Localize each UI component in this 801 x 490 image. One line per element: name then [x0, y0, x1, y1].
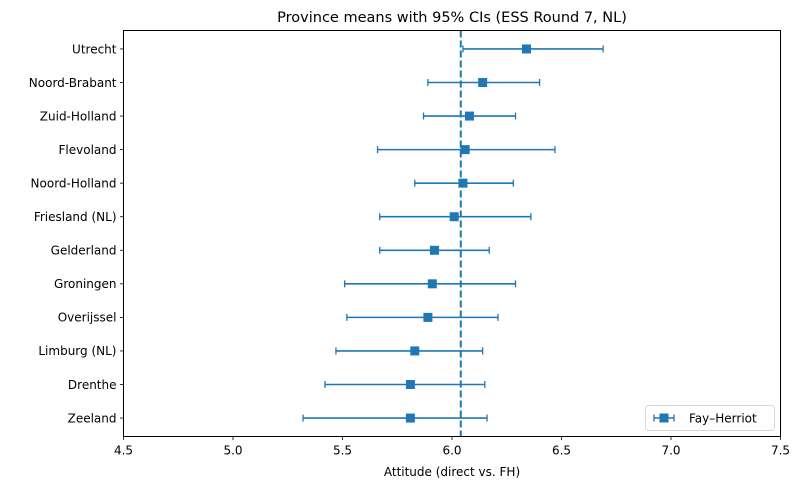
- legend-box: [645, 405, 775, 431]
- x-axis-ticks: 4.5 5.0 5.5 6.0 6.5 7.0 7.5: [114, 436, 790, 458]
- errorbar-noord-brabant: [427, 78, 541, 88]
- plot-marks: [302, 30, 604, 437]
- legend-marker-icon: [653, 413, 675, 423]
- y-tick-label: Overijssel: [58, 311, 117, 325]
- y-tick-label: Limburg (NL): [38, 344, 116, 358]
- legend: Fay–Herriot: [645, 405, 775, 431]
- legend-label: Fay–Herriot: [689, 412, 757, 426]
- x-tick-label: 4.5: [114, 444, 133, 458]
- errorbar-overijssel: [346, 312, 499, 322]
- mean-marker: [465, 111, 475, 121]
- x-tick-label: 7.0: [661, 444, 680, 458]
- y-tick-label: Flevoland: [59, 143, 117, 157]
- x-tick-label: 6.5: [552, 444, 571, 458]
- mean-marker: [423, 312, 433, 322]
- mean-marker: [460, 145, 470, 155]
- mean-marker: [521, 44, 531, 54]
- y-tick-label: Gelderland: [51, 244, 117, 258]
- errorbar-noord-holland: [414, 178, 514, 188]
- mean-marker: [458, 178, 468, 188]
- mean-marker: [478, 78, 488, 88]
- y-tick-label: Noord-Holland: [31, 176, 117, 190]
- x-tick-label: 7.5: [771, 444, 790, 458]
- errorbar-groningen: [344, 279, 517, 289]
- errorbar-drenthe: [324, 379, 486, 389]
- legend-square: [659, 413, 669, 423]
- errorbar-limburg-nl: [335, 346, 484, 356]
- y-axis-ticks: Utrecht Noord-Brabant Zuid-Holland Flevolan…: [29, 42, 124, 425]
- x-tick-label: 6.0: [442, 444, 461, 458]
- y-tick-label: Zuid-Holland: [40, 109, 117, 123]
- y-tick-label: Zeeland: [68, 411, 117, 425]
- x-tick-label: 5.5: [333, 444, 352, 458]
- plot-frame: [123, 30, 781, 437]
- y-tick-label: Drenthe: [68, 378, 117, 392]
- mean-marker: [405, 413, 415, 423]
- errorbar-flevoland: [376, 145, 556, 155]
- chart-title: Province means with 95% CIs (ESS Round 7…: [277, 10, 627, 26]
- y-tick-label: Groningen: [54, 277, 116, 291]
- x-tick-label: 5.0: [223, 444, 242, 458]
- errorbar-zuid-holland: [422, 111, 517, 121]
- errorbar-utrecht: [462, 44, 604, 54]
- y-tick-label: Friesland (NL): [34, 210, 117, 224]
- mean-marker: [405, 379, 415, 389]
- mean-marker: [427, 279, 437, 289]
- errorbar-gelderland: [379, 245, 490, 255]
- errorbar-zeeland: [302, 413, 488, 423]
- mean-marker: [449, 212, 459, 222]
- x-axis-label: Attitude (direct vs. FH): [384, 465, 520, 479]
- mean-marker: [429, 245, 439, 255]
- errorbar-friesland-nl: [379, 212, 532, 222]
- mean-marker: [410, 346, 420, 356]
- y-tick-label: Noord-Brabant: [29, 76, 117, 90]
- y-tick-label: Utrecht: [72, 42, 117, 56]
